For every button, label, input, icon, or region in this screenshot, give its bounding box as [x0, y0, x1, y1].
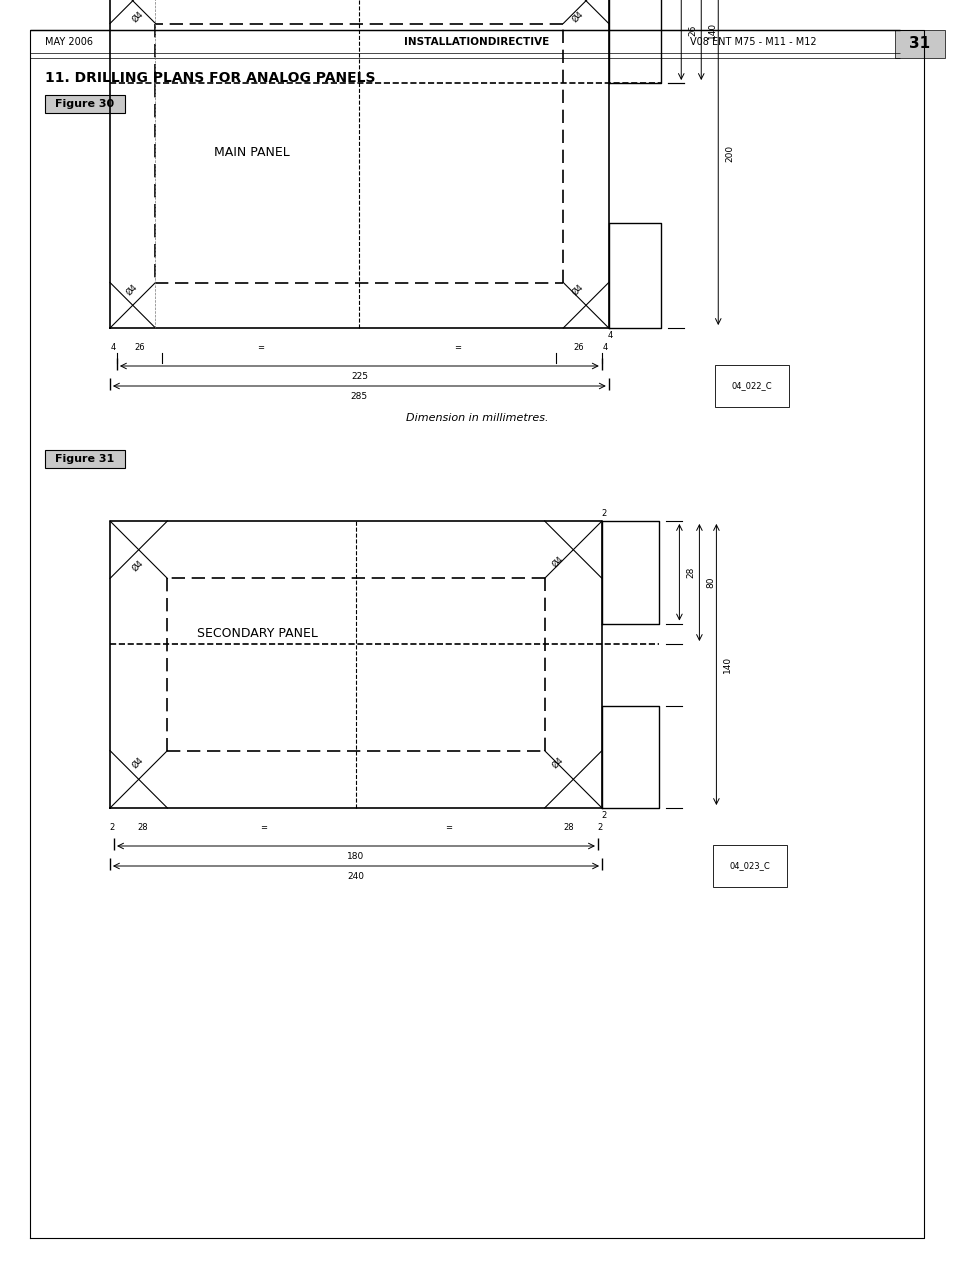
- Text: 31: 31: [908, 37, 929, 52]
- Text: =: =: [260, 823, 267, 832]
- Text: 28: 28: [685, 567, 695, 578]
- Text: =: =: [454, 344, 461, 353]
- Text: 26: 26: [134, 344, 145, 353]
- Text: Figure 30: Figure 30: [55, 99, 114, 109]
- Text: Ø4: Ø4: [570, 281, 584, 297]
- Text: Ø4: Ø4: [570, 9, 584, 24]
- Text: 140: 140: [722, 656, 732, 673]
- Text: 04_022_C: 04_022_C: [731, 382, 771, 391]
- Text: 11. DRILLING PLANS FOR ANALOG PANELS: 11. DRILLING PLANS FOR ANALOG PANELS: [45, 71, 375, 85]
- Text: 2: 2: [600, 508, 606, 519]
- Text: Ø4: Ø4: [131, 756, 145, 770]
- Text: 200: 200: [724, 145, 734, 161]
- FancyBboxPatch shape: [45, 450, 125, 468]
- Text: 04_023_C: 04_023_C: [729, 861, 769, 871]
- Text: MAY 2006: MAY 2006: [45, 37, 92, 47]
- Text: 2: 2: [110, 823, 114, 832]
- Text: 28: 28: [563, 823, 574, 832]
- Text: INSTALLATIONDIRECTIVE: INSTALLATIONDIRECTIVE: [404, 37, 549, 47]
- FancyBboxPatch shape: [45, 95, 125, 113]
- Text: 140: 140: [707, 22, 717, 39]
- Text: 4: 4: [111, 344, 116, 353]
- Text: 28: 28: [137, 823, 148, 832]
- Text: =: =: [257, 344, 264, 353]
- Text: 26: 26: [687, 25, 697, 37]
- Text: 80: 80: [705, 577, 715, 588]
- Text: Ø4: Ø4: [124, 281, 138, 297]
- FancyBboxPatch shape: [894, 30, 944, 58]
- Text: 4: 4: [607, 331, 613, 340]
- Text: Ø4: Ø4: [550, 756, 565, 770]
- Text: Ø4: Ø4: [131, 559, 145, 573]
- Text: Dimension in millimetres.: Dimension in millimetres.: [405, 413, 548, 424]
- Text: =: =: [444, 823, 452, 832]
- Text: Figure 31: Figure 31: [55, 454, 114, 464]
- Text: 180: 180: [347, 852, 364, 861]
- Text: 4: 4: [602, 344, 607, 353]
- Text: 26: 26: [573, 344, 583, 353]
- Text: 240: 240: [347, 872, 364, 881]
- Text: 2: 2: [597, 823, 602, 832]
- Text: Ø4: Ø4: [131, 9, 146, 24]
- Text: 285: 285: [351, 392, 368, 401]
- Text: Ø4: Ø4: [550, 554, 565, 569]
- Text: MAIN PANEL: MAIN PANEL: [214, 147, 290, 160]
- Text: 2: 2: [600, 812, 606, 820]
- Text: SECONDARY PANEL: SECONDARY PANEL: [197, 628, 317, 640]
- Text: V08 ENT M75 - M11 - M12: V08 ENT M75 - M11 - M12: [689, 37, 816, 47]
- Text: 225: 225: [351, 372, 368, 380]
